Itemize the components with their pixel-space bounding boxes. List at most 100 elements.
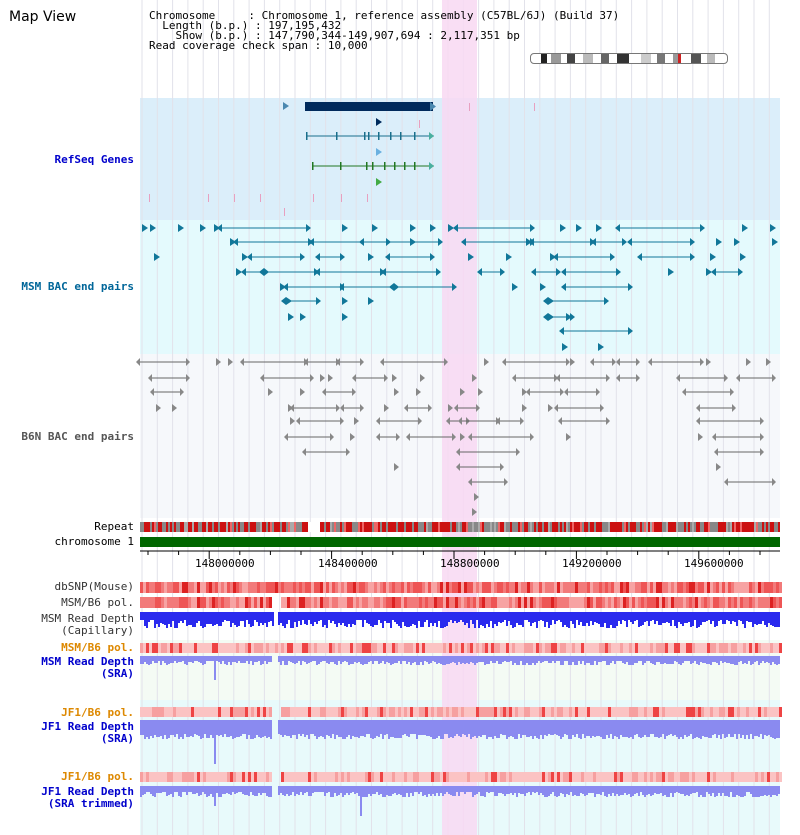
repeat-segment — [644, 522, 646, 532]
heat-cell — [152, 597, 155, 608]
depth-bar — [176, 656, 178, 663]
depth-bar — [750, 656, 752, 665]
depth-bar — [408, 656, 410, 662]
depth-bar — [566, 720, 568, 735]
depth-bar — [506, 720, 508, 739]
heat-cell — [326, 707, 329, 717]
heat-cell — [602, 643, 605, 653]
heat-cell — [428, 597, 431, 608]
depth-bar — [758, 656, 760, 665]
depth-bar — [576, 720, 578, 734]
depth-bar — [610, 720, 612, 734]
depth-bar — [258, 656, 260, 661]
ideogram-band — [641, 54, 651, 63]
heat-cell — [143, 772, 146, 782]
heat-cell — [554, 707, 557, 717]
depth-bar — [246, 612, 248, 620]
repeat-segment — [538, 522, 540, 532]
bac-end — [340, 417, 344, 425]
repeat-segment — [686, 522, 688, 532]
chromosome-ideogram[interactable] — [530, 53, 728, 64]
repeat-segment — [338, 522, 340, 532]
depth-bar — [486, 656, 488, 664]
depth-bar — [370, 786, 372, 796]
heat-cell — [563, 582, 566, 593]
bac-end — [368, 297, 374, 305]
depth-bar — [248, 720, 250, 735]
depth-bar — [662, 786, 664, 796]
heat-cell — [632, 772, 635, 782]
repeat-segment — [372, 522, 374, 532]
depth-bar — [480, 656, 482, 662]
heat-cell — [314, 582, 317, 593]
heat-cell — [326, 772, 329, 782]
depth-bar — [646, 656, 648, 661]
depth-bar — [348, 656, 350, 665]
heat-cell — [731, 707, 734, 717]
heat-cell — [446, 643, 449, 653]
heat-cell — [140, 582, 143, 593]
heat-cell — [557, 597, 560, 608]
depth-bar — [774, 656, 776, 664]
heat-cell — [341, 582, 344, 593]
heat-cell — [623, 643, 626, 653]
repeat-segment — [752, 522, 754, 532]
heat-cell — [245, 582, 248, 593]
depth-bar — [580, 612, 582, 622]
heat-cell — [188, 582, 191, 593]
repeat-segment — [470, 522, 472, 532]
heat-cell — [683, 707, 686, 717]
depth-bar — [248, 786, 250, 796]
depth-bar — [376, 612, 378, 625]
heat-cell — [443, 772, 446, 782]
heat-cell — [467, 772, 470, 782]
heat-cell — [380, 772, 383, 782]
bac-end — [247, 253, 252, 261]
depth-bar — [318, 656, 320, 664]
depth-bar — [154, 656, 156, 663]
heat-cell — [620, 582, 623, 593]
heat-cell — [548, 582, 551, 593]
depth-bar — [702, 612, 704, 622]
depth-bar — [170, 656, 172, 663]
depth-bar — [620, 720, 622, 735]
heat-cell — [596, 582, 599, 593]
heat-cell — [191, 643, 194, 653]
depth-bar — [634, 656, 636, 663]
heat-cell — [293, 707, 296, 717]
heat-cell — [602, 707, 605, 717]
heat-cell — [299, 582, 302, 593]
depth-bar — [578, 720, 580, 738]
heat-cell — [371, 707, 374, 717]
depth-bar — [388, 720, 390, 739]
heat-cell — [623, 597, 626, 608]
depth-bar — [512, 786, 514, 795]
depth-bar — [152, 720, 154, 738]
repeat-segment — [414, 522, 416, 532]
heat-cell — [587, 643, 590, 653]
bac-end — [562, 343, 568, 351]
bac-end — [760, 417, 764, 425]
depth-bar — [718, 656, 720, 665]
heat-cell — [485, 772, 488, 782]
depth-bar — [194, 720, 196, 734]
depth-bar — [228, 720, 230, 737]
heat-cell — [599, 707, 602, 717]
repeat-segment — [450, 522, 452, 532]
heat-cell — [653, 772, 656, 782]
heat-cell — [695, 597, 698, 608]
depth-bar — [652, 720, 654, 734]
heat-cell — [383, 582, 386, 593]
depth-bar — [292, 612, 294, 628]
heat-cell — [200, 772, 203, 782]
depth-bar — [654, 720, 656, 737]
depth-bar — [556, 612, 558, 621]
depth-bar — [402, 786, 404, 797]
bac-end — [716, 463, 721, 471]
bac-end — [300, 313, 306, 321]
depth-bar — [366, 720, 368, 734]
depth-bar — [328, 656, 330, 664]
depth-bar — [504, 612, 506, 620]
depth-bar — [294, 786, 296, 796]
